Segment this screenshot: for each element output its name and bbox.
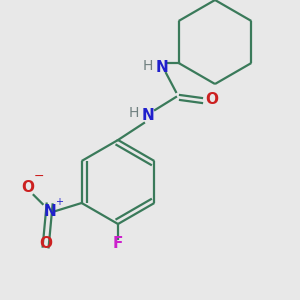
Text: O: O [21, 179, 34, 194]
Text: +: + [55, 197, 63, 207]
Text: O: O [39, 236, 52, 250]
Text: H: H [129, 106, 139, 120]
Text: H: H [143, 59, 153, 73]
Text: F: F [113, 236, 123, 251]
Text: −: − [33, 169, 44, 182]
Text: N: N [142, 107, 154, 122]
Text: O: O [206, 92, 218, 107]
Text: N: N [43, 203, 56, 218]
Text: N: N [156, 61, 168, 76]
